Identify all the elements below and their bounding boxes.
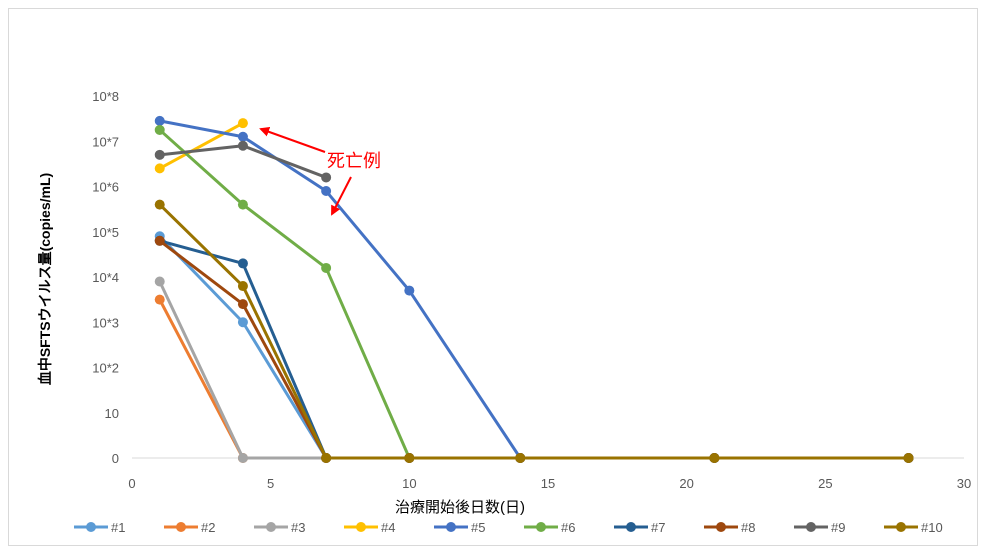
y-tick-label: 0 <box>112 451 119 466</box>
data-point <box>237 131 248 142</box>
data-point <box>237 299 248 310</box>
data-point <box>154 163 165 174</box>
data-point <box>237 199 248 210</box>
data-point <box>321 262 332 273</box>
series-layer <box>154 115 914 463</box>
data-point <box>709 453 720 463</box>
annotation-arrow-2 <box>331 176 352 216</box>
legend-label: #2 <box>201 520 215 535</box>
legend-label: #3 <box>291 520 305 535</box>
legend-item: #8 <box>704 520 755 535</box>
y-tick-label: 10*4 <box>92 270 119 285</box>
data-point <box>237 453 248 463</box>
y-tick-label: 10*3 <box>92 315 119 330</box>
annotation-layer: 死亡例 <box>259 127 381 216</box>
legend-swatch-marker <box>536 522 546 532</box>
legend-label: #9 <box>831 520 845 535</box>
legend-label: #6 <box>561 520 575 535</box>
series-line <box>158 298 909 460</box>
data-point <box>237 317 248 328</box>
series-line <box>158 128 909 460</box>
axes: 0 5 10 15 20 25 30 0 10 10*2 10*3 10*4 10*5 10*6 10*7 1… <box>92 89 971 491</box>
data-point <box>321 186 332 197</box>
x-tick-label: 5 <box>267 476 274 491</box>
x-tick-label: 25 <box>818 476 832 491</box>
chart-frame: 0 5 10 15 20 25 30 0 10 10*2 10*3 10*4 10*5 10*6 10*7 1… <box>8 8 978 546</box>
x-tick-label: 15 <box>541 476 555 491</box>
legend-item: #7 <box>614 520 665 535</box>
data-point <box>154 294 165 305</box>
legend-item: #6 <box>524 520 575 535</box>
legend-swatch-marker <box>356 522 366 532</box>
x-tick-label: 30 <box>957 476 971 491</box>
data-point <box>154 235 165 246</box>
legend-label: #10 <box>921 520 943 535</box>
legend-label: #7 <box>651 520 665 535</box>
legend-item: #9 <box>794 520 845 535</box>
data-point <box>903 453 914 463</box>
legend-swatch-marker <box>446 522 456 532</box>
data-point <box>321 453 332 463</box>
data-point <box>515 453 526 463</box>
series-n10 <box>154 199 914 463</box>
y-tick-label: 10*7 <box>92 134 119 149</box>
legend-swatch-marker <box>266 522 276 532</box>
data-point <box>321 172 332 183</box>
data-point <box>154 115 165 126</box>
data-point <box>404 453 415 463</box>
x-tick-label: 10 <box>402 476 416 491</box>
y-tick-label: 10 <box>105 406 119 421</box>
series-n9 <box>154 140 332 183</box>
legend-swatch-marker <box>806 522 816 532</box>
legend-swatch-marker <box>626 522 636 532</box>
data-point <box>154 124 165 135</box>
x-tick-label: 0 <box>128 476 135 491</box>
data-point <box>154 199 165 210</box>
annotation-arrow-1 <box>259 127 326 153</box>
series-n4 <box>154 118 248 174</box>
legend-item: #10 <box>884 520 943 535</box>
y-tick-label: 10*8 <box>92 89 119 104</box>
legend-item: #4 <box>344 520 395 535</box>
legend-swatch-marker <box>896 522 906 532</box>
annotation-death-cases: 死亡例 <box>327 151 381 171</box>
y-tick-label: 10*2 <box>92 361 119 376</box>
legend-label: #1 <box>111 520 125 535</box>
series-line <box>159 119 909 460</box>
series-n1 <box>154 231 914 463</box>
data-point <box>237 258 248 269</box>
legend-label: #4 <box>381 520 395 535</box>
line-chart: 0 5 10 15 20 25 30 0 10 10*2 10*3 10*4 10*5 10*6 10*7 1… <box>37 89 971 535</box>
series-n3 <box>154 276 914 463</box>
data-point <box>237 281 248 292</box>
legend-swatch-marker <box>86 522 96 532</box>
legend-item: #3 <box>254 520 305 535</box>
series-n8 <box>154 235 914 463</box>
data-point <box>237 140 248 151</box>
data-point <box>154 149 165 160</box>
y-axis-title: 血中SFTSウイルス量(copies/mL) <box>37 173 53 385</box>
x-axis-title: 治療開始後日数(日) <box>395 499 525 516</box>
legend: #1 #2 #3 #4 #5 #6 #7 #8 #9 #10 <box>74 520 943 535</box>
data-point <box>237 118 248 129</box>
legend-swatch-marker <box>176 522 186 532</box>
data-point <box>404 285 415 296</box>
series-n6 <box>154 124 914 463</box>
legend-label: #5 <box>471 520 485 535</box>
x-tick-label: 20 <box>679 476 693 491</box>
data-point <box>154 276 165 287</box>
legend-item: #2 <box>164 520 215 535</box>
legend-item: #5 <box>434 520 485 535</box>
legend-label: #8 <box>741 520 755 535</box>
series-line <box>159 121 244 170</box>
y-tick-label: 10*6 <box>92 180 119 195</box>
legend-swatch-marker <box>716 522 726 532</box>
legend-item: #1 <box>74 520 125 535</box>
y-tick-label: 10*5 <box>92 225 119 240</box>
series-n5 <box>154 115 914 463</box>
